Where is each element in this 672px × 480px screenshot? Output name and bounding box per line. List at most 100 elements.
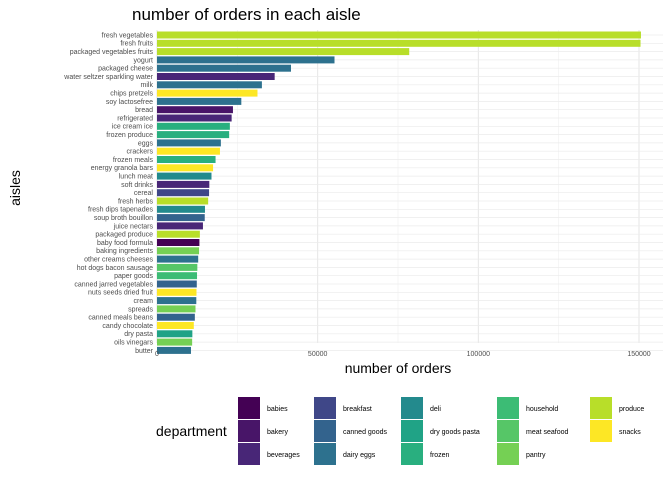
bar — [157, 247, 200, 255]
bar — [157, 122, 230, 130]
legend-swatch — [590, 397, 612, 419]
y-tick-label: dry pasta — [124, 331, 153, 338]
bar — [157, 97, 242, 105]
bar — [157, 313, 195, 321]
y-tick-label: refrigerated — [117, 115, 153, 122]
legend-swatch — [238, 420, 260, 442]
bar — [157, 64, 291, 72]
legend-swatch — [497, 420, 519, 442]
y-tick-label: cream — [134, 298, 154, 305]
bar — [157, 255, 199, 263]
legend-swatch — [497, 443, 519, 465]
y-tick-label: fresh herbs — [118, 198, 154, 205]
legend-swatch — [401, 397, 423, 419]
chart-title: number of orders in each aisle — [132, 5, 361, 24]
bar — [157, 230, 200, 238]
legend-swatch — [238, 443, 260, 465]
legend-label: household — [526, 406, 558, 413]
y-tick-label: packaged cheese — [98, 66, 153, 73]
bar — [157, 172, 212, 180]
legend-label: deli — [430, 406, 441, 413]
x-tick-label: 100000 — [467, 351, 490, 358]
bar — [157, 56, 335, 64]
y-tick-label: bread — [135, 107, 153, 114]
bar — [157, 106, 233, 114]
y-tick-label: soft drinks — [121, 182, 153, 189]
y-tick-label: crackers — [127, 149, 154, 156]
y-tick-label: water seltzer sparkling water — [63, 74, 153, 81]
x-tick-label: 50000 — [308, 351, 328, 358]
legend-label: frozen — [430, 452, 450, 459]
bar — [157, 189, 210, 197]
legend-swatch — [401, 420, 423, 442]
legend-label: breakfast — [343, 406, 372, 413]
bar — [157, 263, 198, 271]
y-tick-label: packaged vegetables fruits — [70, 49, 154, 56]
legend-label: dairy eggs — [343, 452, 376, 459]
bar — [157, 239, 200, 246]
x-tick-labels: 0 50000 100000 150000 — [155, 351, 651, 358]
bar — [157, 164, 214, 172]
y-tick-label: energy granola bars — [91, 165, 154, 172]
legend: department babies bakery beverages breakfas… — [156, 397, 644, 465]
y-tick-label: milk — [141, 82, 154, 89]
legend-swatch — [401, 443, 423, 465]
y-tick-label: juice nectars — [113, 223, 154, 230]
bar — [157, 338, 193, 346]
legend-label: babies — [267, 406, 288, 413]
legend-label: pantry — [526, 452, 546, 459]
y-tick-label: canned meals beans — [88, 315, 153, 322]
bar — [157, 280, 197, 288]
y-tick-label: soy lactosefree — [106, 99, 153, 106]
legend-label: meat seafood — [526, 429, 569, 436]
bar — [157, 322, 194, 329]
y-tick-label: spreads — [128, 306, 153, 313]
bar — [157, 114, 232, 122]
y-tick-label: hot dogs bacon sausage — [77, 265, 153, 272]
x-axis-title: number of orders — [345, 360, 452, 376]
y-tick-label: nuts seeds dried fruit — [88, 290, 153, 297]
bars-layer — [157, 31, 641, 354]
legend-label: snacks — [619, 429, 641, 436]
x-tick-label: 0 — [155, 351, 159, 358]
legend-label: produce — [619, 406, 644, 413]
y-tick-label: cereal — [134, 190, 154, 197]
legend-label: bakery — [267, 429, 289, 436]
legend-label: beverages — [267, 452, 300, 459]
y-tick-label: oils vinegars — [114, 340, 153, 347]
bar — [157, 139, 221, 147]
y-tick-label: soup broth bouillon — [94, 215, 153, 222]
legend-swatch — [497, 397, 519, 419]
bar — [157, 205, 205, 213]
bar — [157, 180, 210, 188]
bar — [157, 214, 205, 222]
y-tick-label: candy chocolate — [102, 323, 153, 330]
bar — [157, 89, 258, 97]
y-tick-label: ice cream ice — [112, 124, 153, 131]
y-axis-title: aisles — [7, 170, 23, 206]
bar — [157, 305, 196, 313]
bar — [157, 330, 193, 338]
bar — [157, 73, 275, 80]
bar — [157, 131, 230, 139]
x-tick-label: 150000 — [627, 351, 650, 358]
bar — [157, 39, 641, 47]
y-tick-label: chips pretzels — [110, 91, 153, 98]
legend-swatch — [314, 420, 336, 442]
y-tick-label: frozen meals — [113, 157, 154, 164]
bar — [157, 297, 197, 305]
legend-swatch — [314, 397, 336, 419]
y-tick-label: baby food formula — [97, 240, 153, 247]
legend-title: department — [156, 423, 227, 439]
y-tick-label: baking ingredients — [96, 248, 153, 255]
bar — [157, 48, 410, 56]
y-tick-label: fresh vegetables — [102, 32, 154, 39]
bar — [157, 81, 262, 89]
y-tick-label: fresh fruits — [120, 41, 153, 48]
y-tick-label: frozen produce — [106, 132, 153, 139]
legend-swatch — [314, 443, 336, 465]
legend-label: dry goods pasta — [430, 429, 480, 436]
bar — [157, 156, 216, 163]
